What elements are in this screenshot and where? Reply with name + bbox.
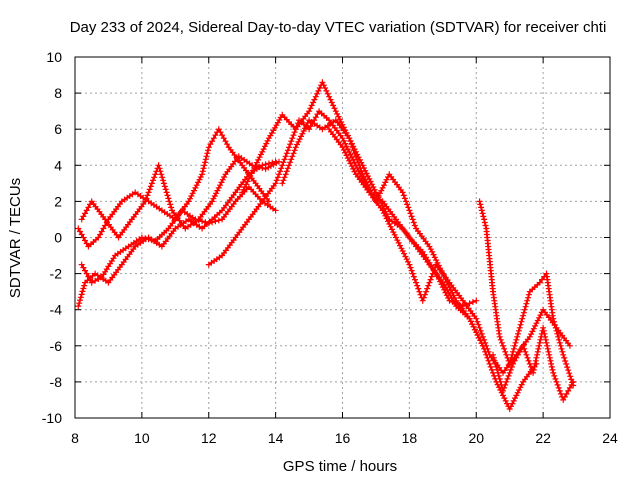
y-tick-label: -4 (50, 302, 63, 318)
x-tick-label: 18 (402, 430, 418, 446)
series-track-4 (78, 153, 282, 241)
series-markers (490, 324, 577, 403)
y-tick-label: 6 (54, 121, 62, 137)
series-track-3 (78, 184, 279, 286)
plot-series (75, 79, 577, 412)
series-line (80, 155, 280, 239)
x-tick-label: 20 (468, 430, 484, 446)
series-markers (476, 198, 577, 389)
x-tick-label: 14 (268, 430, 284, 446)
y-tick-label: -10 (42, 410, 62, 426)
y-tick-label: 8 (54, 85, 62, 101)
series-track-10 (490, 324, 577, 403)
y-tick-label: 0 (54, 230, 62, 246)
y-axis-label: SDTVAR / TECUs (7, 178, 24, 298)
series-track-7 (279, 117, 540, 412)
x-tick-label: 10 (134, 430, 150, 446)
y-tick-label: 10 (46, 49, 62, 65)
chart-title: Day 233 of 2024, Sidereal Day-to-day VTE… (70, 19, 607, 36)
series-markers (279, 117, 540, 412)
x-axis-label: GPS time / hours (283, 458, 397, 475)
y-tick-label: -8 (50, 374, 63, 390)
series-track-8 (326, 126, 573, 376)
x-tick-label: 12 (201, 430, 217, 446)
x-tick-label: 16 (335, 430, 351, 446)
series-markers (78, 184, 279, 286)
series-track-9 (476, 198, 577, 389)
series-track-6 (239, 79, 486, 349)
y-tick-label: 4 (54, 157, 62, 173)
y-tick-label: -6 (50, 338, 63, 354)
x-tick-label: 8 (71, 430, 79, 446)
y-tick-label: -2 (50, 266, 63, 282)
x-tick-label: 22 (535, 430, 551, 446)
x-tick-label: 24 (602, 430, 618, 446)
y-tick-label: 2 (54, 193, 62, 209)
series-markers (78, 153, 282, 241)
series-markers (239, 79, 486, 349)
